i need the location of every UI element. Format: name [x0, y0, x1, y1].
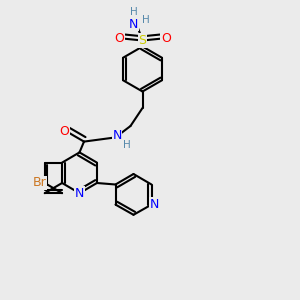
Text: H: H	[142, 15, 149, 26]
Text: H: H	[123, 140, 131, 150]
Text: N: N	[112, 129, 122, 142]
Text: N: N	[75, 187, 84, 200]
Text: O: O	[161, 32, 171, 45]
Text: O: O	[114, 32, 124, 45]
Text: Br: Br	[32, 176, 46, 190]
Text: O: O	[60, 125, 69, 139]
Text: N: N	[129, 17, 138, 31]
Text: H: H	[130, 7, 137, 17]
Text: S: S	[139, 34, 146, 47]
Text: N: N	[150, 198, 159, 211]
